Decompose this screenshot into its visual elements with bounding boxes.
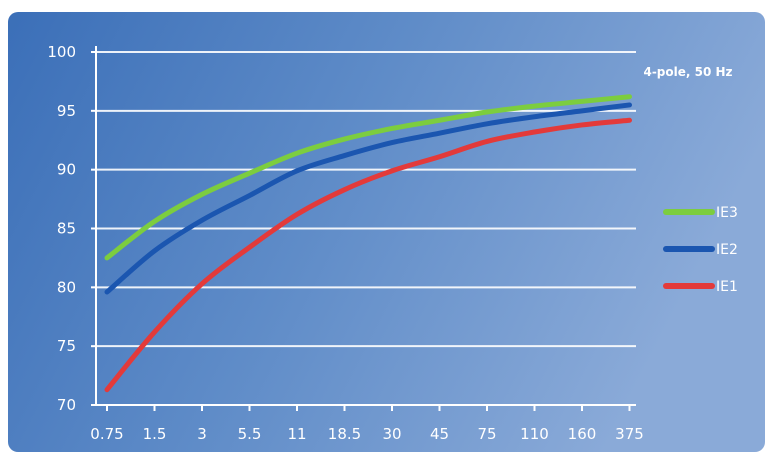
- grid-layer: [96, 51, 636, 348]
- y-tick-label: 75: [57, 337, 76, 355]
- y-tick-label: 70: [57, 396, 76, 414]
- series-line-ie3: [104, 94, 632, 261]
- series-layer: [104, 94, 632, 393]
- chart-annotation: 4-pole, 50 Hz: [643, 65, 732, 79]
- x-tick-label: 375: [615, 425, 644, 443]
- x-tick-label: 75: [477, 425, 496, 443]
- legend-label-ie1: IE1: [716, 279, 738, 295]
- x-tick-label: 110: [520, 425, 549, 443]
- series-line-ie1: [104, 117, 632, 393]
- x-tick-label: 18.5: [328, 425, 361, 443]
- y-tick-label: 90: [57, 161, 76, 179]
- legend: IE3 IE2 IE1: [663, 205, 738, 295]
- x-tick-label: 0.75: [90, 425, 123, 443]
- legend-label-ie3: IE3: [716, 205, 738, 221]
- x-tick-label: 5.5: [238, 425, 262, 443]
- x-tick-label: 3: [197, 425, 207, 443]
- x-tick-label: 1.5: [143, 425, 167, 443]
- y-tick-label: 95: [57, 102, 76, 120]
- x-tick-label: 30: [382, 425, 401, 443]
- legend-label-ie2: IE2: [716, 242, 738, 258]
- axis-layer: 70 75 80 85 90 95 100 0.75 1.5 3 5.5 11 18.5 30 45 75 11…: [47, 43, 643, 443]
- x-tick-label: 160: [568, 425, 597, 443]
- y-tick-label: 100: [47, 43, 76, 61]
- y-tick-label: 80: [57, 278, 76, 296]
- x-tick-label: 11: [287, 425, 306, 443]
- y-tick-label: 85: [57, 220, 76, 238]
- chart-background: [8, 12, 765, 452]
- x-tick-label: 45: [430, 425, 449, 443]
- series-line-ie2: [104, 102, 632, 295]
